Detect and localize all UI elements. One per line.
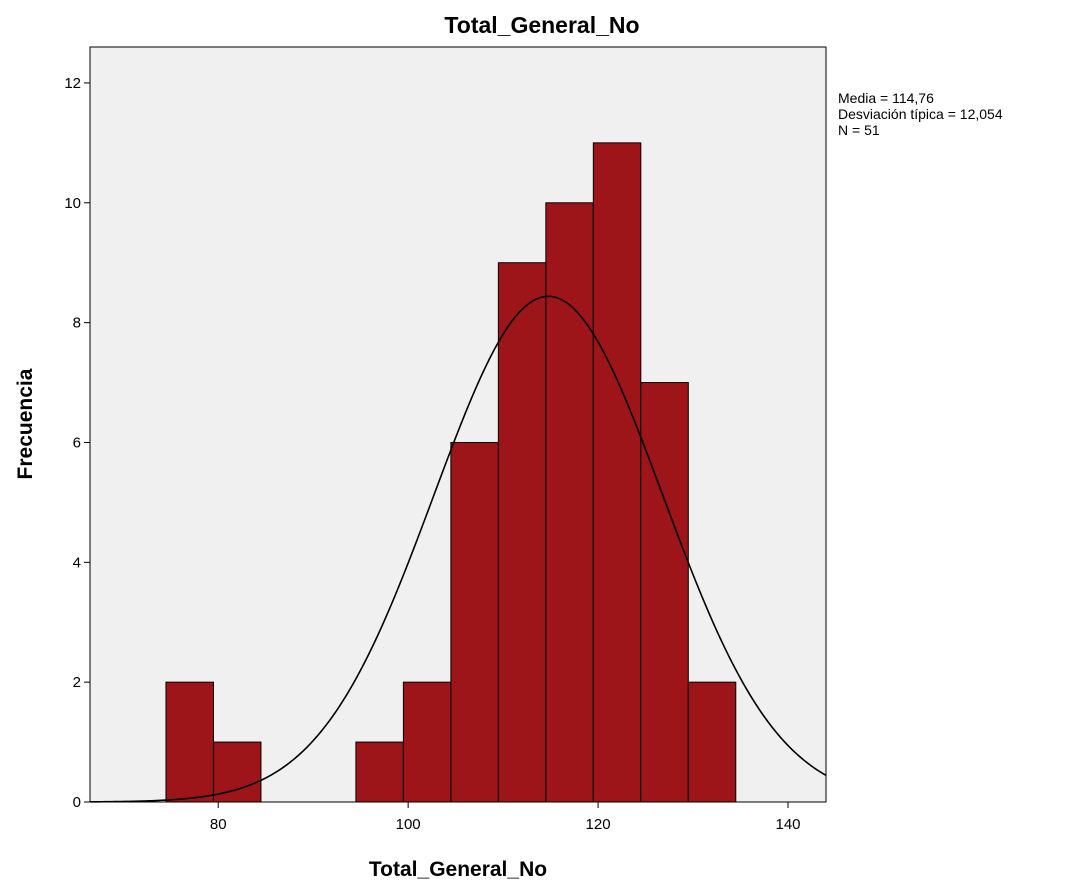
- histogram-bar-0: [165, 681, 214, 803]
- stat-mean: Media = 114,76: [838, 90, 934, 106]
- histogram-bar-1: [212, 741, 262, 803]
- bars-group: [165, 142, 737, 803]
- stat-sd: Desviación típica = 12,054: [838, 106, 1003, 122]
- y-axis: 0 2 4 6 8 10 12: [64, 75, 90, 811]
- chart-title: Total_General_No: [444, 12, 639, 38]
- x-tick-label-100: 100: [396, 816, 421, 833]
- histogram-bar-2: [355, 741, 404, 803]
- y-tick-label-6: 6: [73, 434, 81, 451]
- histogram-bar-5: [497, 262, 547, 803]
- histogram-bar-8: [640, 382, 689, 803]
- x-axis: 80 100 120 140: [210, 802, 801, 833]
- statistics-box: Media = 114,76 Desviación típica = 12,05…: [838, 90, 1003, 138]
- histogram-bar-4: [450, 441, 499, 803]
- normal-curve: [89, 295, 827, 803]
- y-tick-label-4: 4: [73, 554, 81, 571]
- histogram-bar-6: [545, 202, 594, 803]
- y-tick-label-12: 12: [64, 75, 81, 92]
- y-tick-label-8: 8: [73, 315, 81, 332]
- x-tick-label-80: 80: [210, 816, 227, 833]
- histogram-bar-3: [402, 681, 452, 803]
- stat-n: N = 51: [838, 122, 880, 138]
- histogram-bar-9: [687, 681, 737, 803]
- y-tick-label-0: 0: [73, 794, 81, 811]
- histogram-bar-7: [592, 142, 642, 803]
- x-tick-label-120: 120: [586, 816, 611, 833]
- y-tick-label-10: 10: [64, 195, 81, 212]
- x-tick-label-140: 140: [775, 816, 800, 833]
- y-tick-label-2: 2: [73, 674, 81, 691]
- x-axis-label: Total_General_No: [369, 858, 547, 881]
- y-axis-label: Frecuencia: [14, 368, 37, 479]
